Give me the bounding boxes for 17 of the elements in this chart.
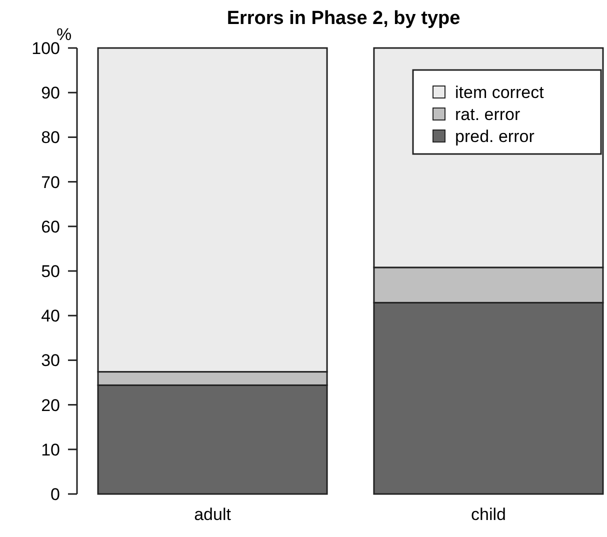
x-tick-label: adult <box>194 505 232 524</box>
y-tick-label: 30 <box>41 351 60 370</box>
legend-label: pred. error <box>455 126 535 146</box>
y-tick-label: 40 <box>41 306 60 326</box>
y-tick-label: 80 <box>41 128 60 148</box>
legend-label: item correct <box>455 82 544 102</box>
y-tick-label: 60 <box>41 217 60 236</box>
legend-label: rat. error <box>455 104 521 124</box>
y-tick-label: 10 <box>41 440 60 460</box>
chart-title: Errors in Phase 2, by type <box>226 8 460 29</box>
y-tick-label: 50 <box>41 262 60 281</box>
x-tick-label: child <box>470 505 506 524</box>
y-tick-label: 90 <box>41 84 60 103</box>
y-tick-label: 20 <box>41 396 60 415</box>
y-tick-label: 100 <box>32 38 60 58</box>
y-tick-label: 0 <box>50 484 60 504</box>
y-tick-label: 70 <box>41 172 60 192</box>
